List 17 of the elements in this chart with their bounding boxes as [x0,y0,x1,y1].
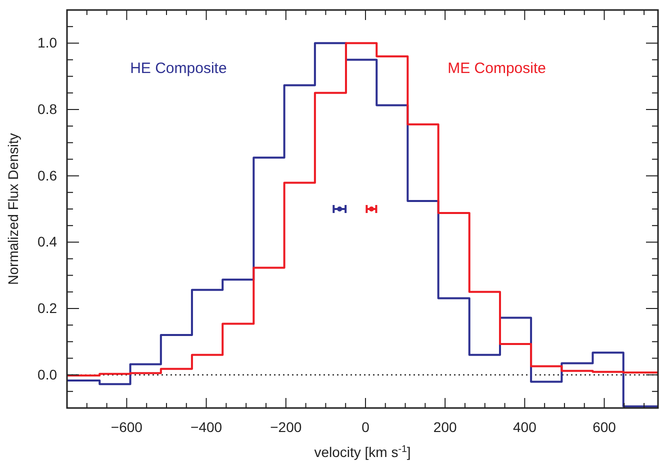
text: ME Composite [448,60,546,78]
y-tick-label: 0.0 [38,366,58,382]
x-tick-label: −200 [270,418,302,435]
y-tick-label: 0.2 [38,300,58,316]
y-tick-label: 0.8 [38,100,58,117]
x-tick-label: −600 [110,418,143,435]
y-tick-label: 0.4 [38,234,58,250]
x-tick-label: 200 [433,418,457,435]
x-tick-label: 600 [592,418,616,435]
y-tick-label: 0.6 [38,167,58,184]
text: HE Composite [130,60,227,78]
x-tick-label: −400 [190,418,222,435]
y-tick-label: 1.0 [38,34,58,51]
y-axis-title: Normalized Flux Density [5,133,21,285]
x-tick-label: 400 [512,418,537,435]
x-axis-title: velocity [km s$^{-1}$] [314,444,411,460]
x-tick-label: 0 [362,418,370,435]
